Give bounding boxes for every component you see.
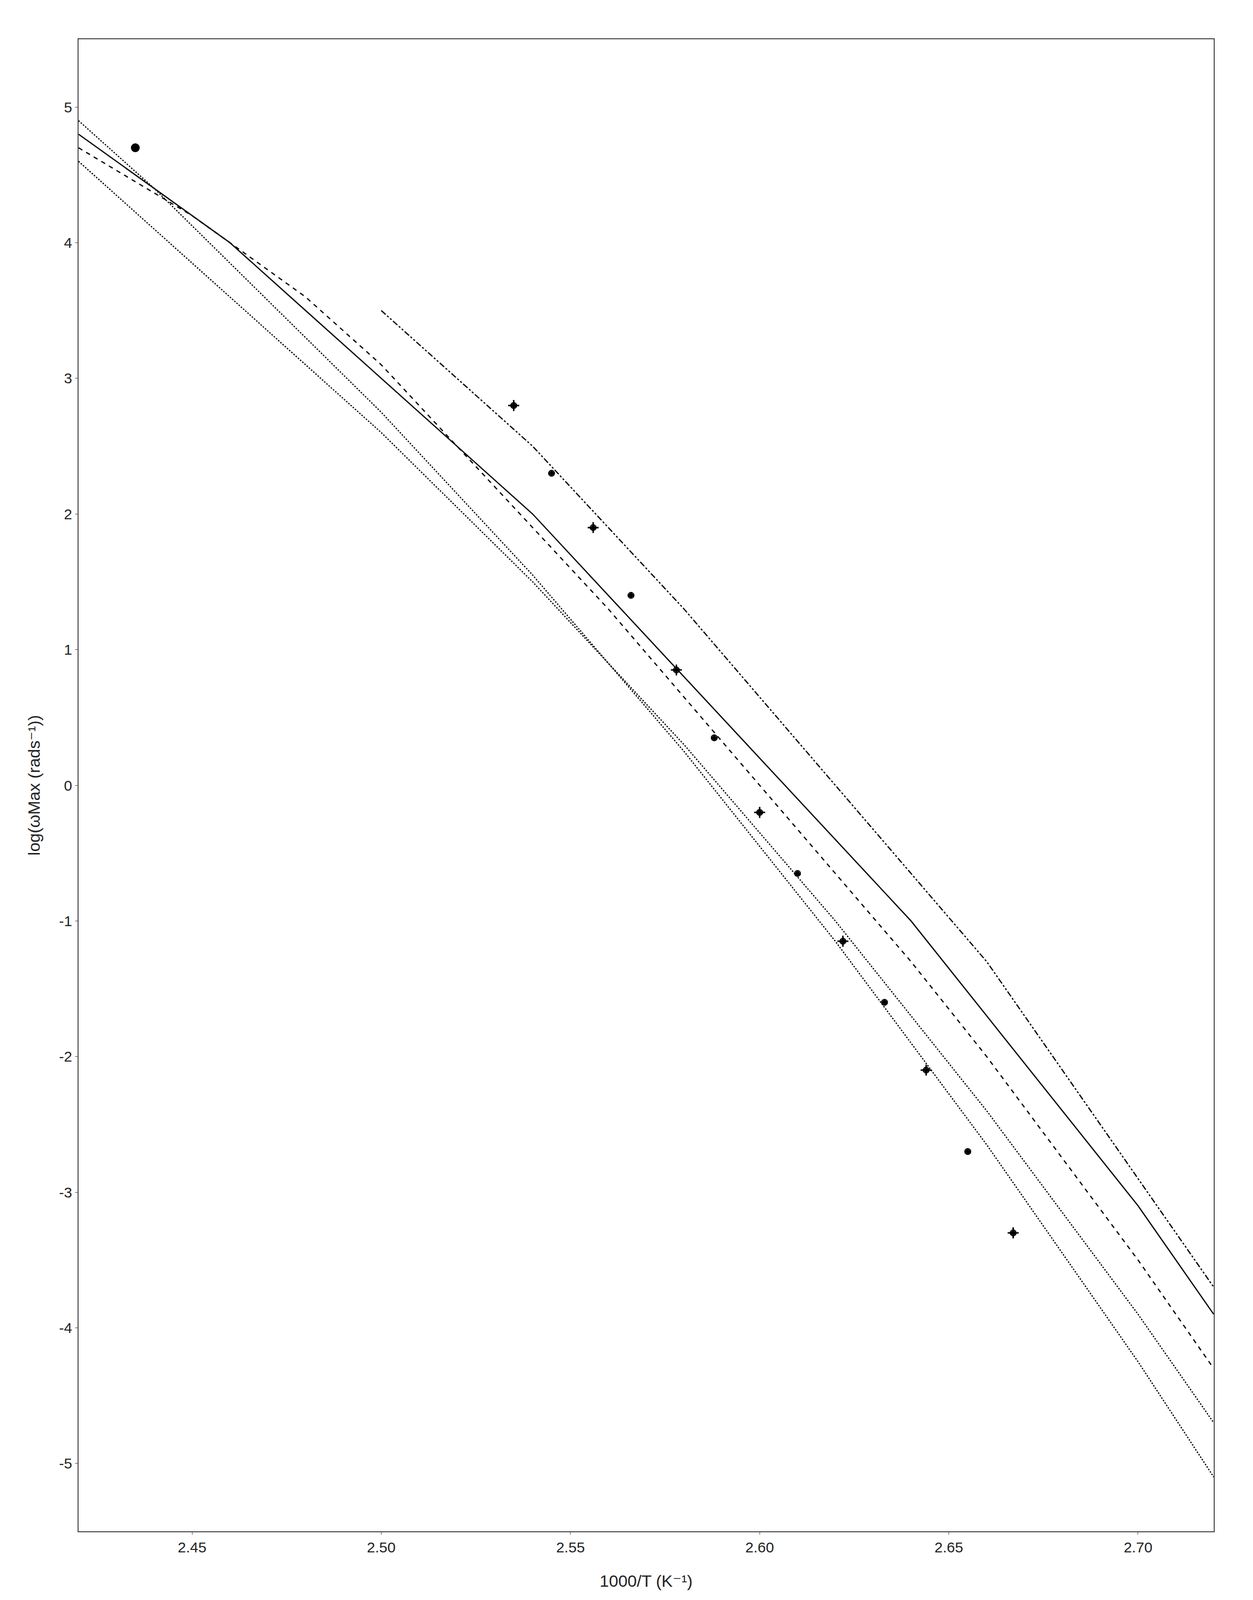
svg-text:2.60: 2.60 (745, 1539, 774, 1556)
svg-text:2.50: 2.50 (366, 1539, 396, 1556)
svg-text:2.45: 2.45 (177, 1539, 207, 1556)
svg-text:-1: -1 (58, 913, 73, 930)
svg-text:-2: -2 (58, 1048, 73, 1065)
svg-text:2.55: 2.55 (556, 1539, 585, 1556)
svg-text:0: 0 (63, 777, 73, 794)
svg-text:4: 4 (63, 234, 73, 251)
svg-text:-4: -4 (58, 1320, 73, 1337)
svg-text:-3: -3 (58, 1184, 73, 1201)
svg-text:1000/T (K⁻¹): 1000/T (K⁻¹) (599, 1572, 693, 1591)
svg-text:2: 2 (63, 506, 73, 523)
svg-text:2.70: 2.70 (1123, 1539, 1153, 1556)
svg-text:-5: -5 (58, 1455, 73, 1472)
svg-text:log(ωMax (rads⁻¹)): log(ωMax (rads⁻¹)) (24, 715, 44, 856)
svg-text:3: 3 (63, 370, 73, 387)
svg-text:2.65: 2.65 (934, 1539, 963, 1556)
svg-text:5: 5 (63, 99, 73, 116)
svg-text:1: 1 (63, 641, 73, 658)
